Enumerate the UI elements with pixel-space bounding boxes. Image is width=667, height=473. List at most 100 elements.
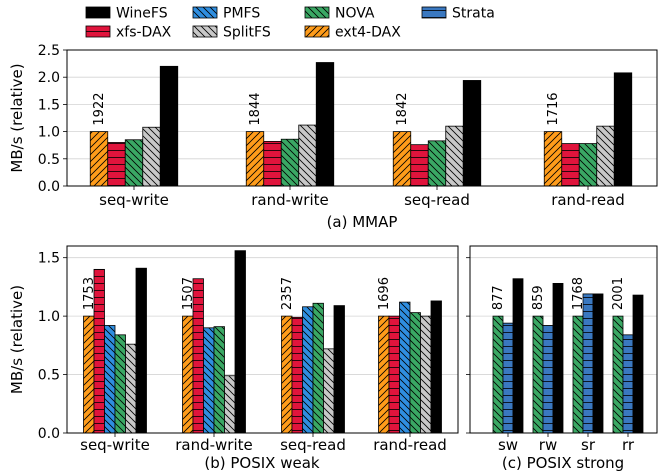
baseline-value-label: 1507: [181, 277, 196, 310]
panels: 0.0 0.5 1.0 1.5 2.0 2.5 MB/s (relative) 1922 seq…: [8, 43, 658, 472]
legend-label-strata: Strata: [452, 6, 495, 22]
legend-label-winefs: WineFS: [116, 6, 168, 22]
legend-item-winefs: WineFS: [85, 6, 168, 22]
bar-nova-rand-write: [213, 326, 225, 434]
baseline-value-label: 2357: [280, 277, 295, 310]
bar-ext4-dax-rand-write: [245, 131, 265, 187]
legend-item-splitfs: SplitFS: [192, 25, 271, 41]
bar-ext4-dax-rand-read: [543, 131, 563, 187]
bar-winefs-rr: [632, 294, 644, 434]
bar-nova-rr: [612, 315, 624, 434]
bar-splitfs-seq-read: [323, 348, 335, 434]
bar-winefs-seq-write: [135, 267, 147, 434]
bar-winefs-seq-read: [333, 305, 345, 434]
baseline-value-label: 1696: [377, 277, 392, 310]
bar-strata-rr: [622, 334, 634, 434]
bar-winefs-sw: [512, 278, 524, 434]
y-tick-label: 0.5: [38, 368, 60, 384]
y-axis-label: MB/s (relative): [8, 63, 26, 172]
y-tick-label: 1.5: [38, 97, 60, 113]
legend-label-nova: NOVA: [335, 6, 375, 22]
bar-winefs-rand-read: [430, 300, 442, 434]
bar-ext4-dax-seq-read: [392, 131, 412, 187]
baseline-value-label: 1922: [92, 93, 107, 126]
bar-pmfs-rand-write: [203, 327, 215, 434]
legend-label-pmfs: PMFS: [223, 6, 260, 22]
x-tick-label: rr: [622, 436, 635, 454]
legend-item-pmfs: PMFS: [192, 6, 260, 22]
y-tick-label: 1.0: [38, 125, 60, 141]
legend-item-nova: NOVA: [304, 6, 375, 22]
x-tick-label: rand-read: [373, 436, 447, 454]
bar-winefs-rw: [552, 282, 564, 434]
bar-nova-seq-write: [124, 139, 144, 187]
y-tick-label: 1.5: [38, 251, 60, 267]
panel-mmap: 0.0 0.5 1.0 1.5 2.0 2.5 MB/s (relative) 1922 seq…: [8, 43, 658, 231]
bar-winefs-sr: [592, 293, 604, 434]
bar-winefs-rand-write: [315, 62, 335, 187]
legend-label-ext4-dax: ext4-DAX: [335, 25, 401, 41]
bar-splitfs-rand-read: [596, 125, 615, 187]
panel-title: (b) POSIX weak: [204, 454, 320, 472]
legend-label-xfs-dax: xfs-DAX: [116, 25, 172, 41]
x-tick-label: seq-read: [280, 436, 346, 454]
bar-nova-seq-read: [427, 140, 447, 187]
bar-splitfs-rand-write: [224, 375, 236, 434]
plot-frame: [469, 245, 658, 434]
legend-label-splitfs: SplitFS: [223, 25, 271, 41]
x-tick-label: rw: [539, 436, 557, 454]
legend-swatch-ext4-dax: [304, 25, 330, 38]
bar-nova-rand-read: [578, 143, 598, 187]
bar-pmfs-rand-read: [399, 301, 411, 434]
x-tick-label: seq-write: [99, 191, 169, 209]
legend-swatch-pmfs: [192, 6, 218, 19]
baseline-value-label: 1753: [82, 277, 97, 310]
bar-winefs-rand-read: [613, 72, 633, 187]
x-tick-label: rand-read: [551, 191, 625, 209]
y-tick-label: 0.0: [38, 426, 60, 442]
bar-nova-rw: [532, 315, 544, 434]
legend-item-strata: Strata: [421, 6, 495, 22]
legend-swatch-nova: [304, 6, 330, 19]
y-tick-label: 0.5: [38, 152, 60, 168]
panel-posix-strong: 877 sw 859 rw 1768 sr 2001 rr(c) POSIX strong: [466, 245, 658, 472]
bar-splitfs-rand-read: [420, 315, 432, 434]
baseline-value-label: 1844: [248, 93, 263, 126]
baseline-value-label: 1842: [395, 93, 410, 126]
x-tick-label: sw: [498, 436, 518, 454]
bar-nova-seq-read: [312, 302, 324, 434]
plot-frame: [66, 245, 459, 434]
legend-item-ext4-dax: ext4-DAX: [304, 25, 401, 41]
bar-nova-rand-write: [280, 138, 300, 187]
y-tick-label: 1.0: [38, 309, 60, 325]
bar-nova-seq-write: [114, 334, 126, 434]
bar-xfs-dax-rand-read: [388, 315, 400, 434]
bar-strata-sw: [502, 322, 514, 434]
y-tick-label: 2.0: [38, 70, 60, 86]
panel-title: (c) POSIX strong: [502, 454, 624, 472]
bar-xfs-dax-seq-read: [410, 144, 429, 187]
bar-nova-rand-read: [409, 312, 421, 434]
legend: WineFS xfs-DAX PMFS SplitFS NOVA ext4-DAX Stra…: [85, 6, 495, 41]
x-tick-label: rand-write: [175, 436, 253, 454]
bar-ext4-dax-rand-read: [378, 315, 390, 434]
bar-strata-sr: [582, 293, 594, 434]
bar-strata-rw: [542, 325, 554, 434]
bar-winefs-seq-write: [159, 65, 179, 187]
bar-ext4-dax-seq-write: [83, 315, 95, 434]
panel-title: (a) MMAP: [327, 213, 398, 231]
bar-pmfs-seq-read: [302, 306, 314, 434]
bar-splitfs-seq-write: [142, 126, 161, 187]
x-tick-label: rand-write: [251, 191, 329, 209]
baseline-value-label: 877: [491, 285, 506, 310]
legend-swatch-winefs: [85, 6, 111, 19]
legend-item-xfs-dax: xfs-DAX: [85, 25, 172, 41]
bar-xfs-dax-seq-read: [291, 316, 303, 434]
bar-splitfs-seq-write: [125, 343, 137, 434]
bar-xfs-dax-seq-write: [107, 142, 126, 187]
baseline-value-label: 1768: [571, 277, 586, 310]
legend-swatch-xfs-dax: [85, 25, 111, 38]
bar-ext4-dax-seq-read: [281, 315, 293, 434]
legend-swatch-splitfs: [192, 25, 218, 38]
